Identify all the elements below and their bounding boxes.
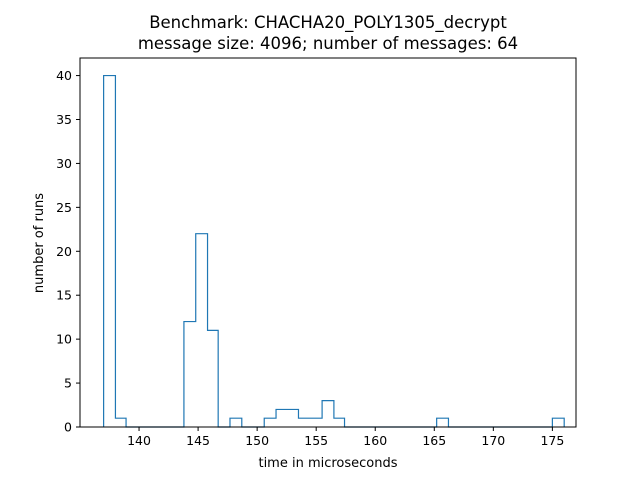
histogram-bars — [103, 74, 565, 428]
y-tick-label: 20 — [56, 244, 72, 259]
histogram-bin-4 — [196, 234, 208, 427]
x-tick-label: 140 — [127, 433, 151, 448]
histogram-bin-9 — [264, 418, 276, 427]
histogram-bin-7 — [230, 418, 242, 427]
histogram-bin-12 — [322, 401, 334, 427]
chart-subtitle: message size: 4096; number of messages: … — [138, 34, 518, 53]
y-tick-label: 35 — [56, 112, 72, 127]
y-tick-label: 30 — [56, 156, 72, 171]
chart-title: Benchmark: CHACHA20_POLY1305_decrypt — [149, 13, 507, 33]
histogram-bin-5 — [208, 330, 219, 427]
histogram-bin-13 — [334, 418, 345, 427]
x-tick-label: 145 — [186, 433, 210, 448]
x-axis-label: time in microseconds — [258, 456, 397, 471]
y-tick-label: 15 — [56, 288, 72, 303]
x-tick-label: 160 — [363, 433, 387, 448]
y-axis-label: number of runs — [32, 193, 47, 293]
y-tick-label: 10 — [56, 332, 72, 347]
histogram-bin-11 — [298, 418, 322, 427]
x-tick-label: 175 — [540, 433, 564, 448]
histogram-bin-1 — [115, 418, 126, 427]
histogram-outline — [103, 74, 565, 428]
y-tick-label: 25 — [56, 200, 72, 215]
y-tick-label: 40 — [56, 68, 72, 83]
histogram-bin-0 — [104, 76, 116, 427]
histogram-bin-17 — [552, 418, 564, 427]
histogram-bin-10 — [276, 409, 298, 427]
y-tick-label: 5 — [64, 376, 72, 391]
axis-ticks: 140 145 150 155 160 165 170 175 0 5 10 15 20 25 30 35 40 — [56, 68, 564, 448]
x-tick-label: 165 — [422, 433, 446, 448]
y-tick-label: 0 — [64, 420, 72, 435]
histogram-bin-3 — [184, 322, 196, 427]
x-tick-label: 150 — [245, 433, 269, 448]
plot-frame — [79, 57, 577, 428]
x-tick-label: 170 — [481, 433, 505, 448]
histogram-bin-15 — [437, 418, 449, 427]
x-tick-label: 155 — [304, 433, 328, 448]
